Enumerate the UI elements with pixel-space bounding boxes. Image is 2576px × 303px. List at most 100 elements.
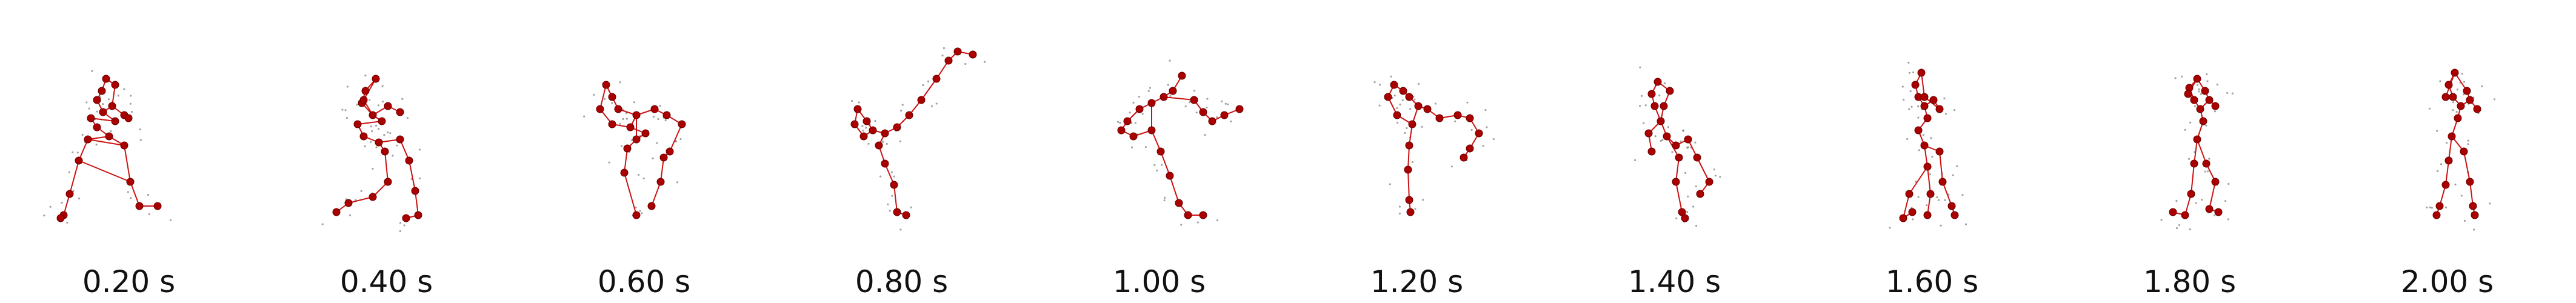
bone-segment [90, 118, 116, 122]
frame-time-label: 0.20 s [82, 264, 176, 299]
joint-point [932, 75, 941, 83]
ghost-point [2440, 163, 2442, 165]
bone-segment [1407, 169, 1410, 201]
joint-point [1675, 153, 1683, 162]
joint-point [626, 123, 635, 132]
joint-point [1929, 96, 1938, 104]
joint-point [2205, 205, 2214, 213]
ghost-point [2455, 111, 2458, 113]
ghost-point [1909, 90, 1912, 93]
joint-point [1129, 132, 1138, 141]
ghost-point [355, 199, 357, 201]
skeleton-joints [2432, 68, 2481, 219]
joint-point [881, 159, 889, 168]
joint-point [662, 111, 671, 119]
ghost-point [1692, 205, 1695, 208]
ghost-point [1906, 138, 1909, 141]
joint-point [666, 147, 674, 156]
ghost-point [1936, 196, 1938, 199]
bone-segment [363, 78, 376, 101]
ghost-point [72, 151, 74, 153]
joint-point [84, 135, 92, 144]
joint-point [405, 156, 413, 165]
joint-point [2205, 96, 2214, 104]
ghost-point [381, 101, 384, 103]
ghost-point [1944, 113, 1947, 115]
ghost-point [1937, 199, 1940, 201]
ghost-point [1917, 105, 1920, 108]
ghost-point [603, 98, 606, 100]
skeleton-figure [321, 75, 422, 233]
ghost-point [899, 228, 902, 231]
ghost-point [1164, 196, 1166, 199]
joint-point [126, 178, 135, 186]
joint-point [1923, 162, 1932, 171]
ghost-point [85, 101, 88, 104]
ghost-point [2454, 184, 2457, 186]
ghost-trace [851, 47, 986, 231]
ghost-point [1643, 122, 1645, 124]
joint-point [1166, 171, 1174, 180]
ghost-point [1189, 101, 1191, 104]
ghost-point [1667, 126, 1669, 128]
ghost-point [1660, 139, 1662, 142]
ghost-point [656, 142, 658, 144]
ghost-point [321, 223, 324, 225]
joint-point [411, 187, 419, 195]
joint-point [953, 47, 962, 56]
ghost-point [1953, 108, 1956, 112]
ghost-point [964, 62, 967, 65]
pose-frame: 1.00 s [1030, 0, 1288, 303]
bone-segment [357, 121, 382, 125]
ghost-point [2445, 142, 2448, 144]
ghost-point [1915, 181, 1917, 183]
joint-point [678, 120, 686, 128]
joint-point [596, 105, 604, 113]
ghost-point [910, 206, 912, 208]
ghost-point [2175, 227, 2178, 230]
frame-time-label: 0.80 s [855, 264, 949, 299]
joint-point [99, 108, 107, 116]
joint-point [1935, 105, 1944, 113]
ghost-point [1389, 183, 1391, 185]
joint-point [650, 105, 659, 113]
ghost-point [865, 127, 867, 129]
ghost-point [1373, 81, 1376, 84]
bone-segment [624, 148, 628, 173]
joint-point [98, 87, 106, 95]
ghost-trace [2160, 73, 2234, 230]
joint-point [2187, 190, 2195, 198]
ghost-point [2214, 110, 2217, 113]
frame-time-label: 2.00 s [2400, 264, 2494, 299]
pose-frame: 0.40 s [258, 0, 515, 303]
bone-segment [1407, 145, 1410, 170]
ghost-point [2429, 206, 2432, 208]
ghost-point [1664, 82, 1666, 85]
joint-point [614, 105, 622, 113]
joint-point [375, 138, 383, 147]
ghost-point [2200, 93, 2202, 95]
bone-segment [348, 196, 373, 204]
ghost-point [2231, 92, 2234, 95]
ghost-point [2463, 81, 2466, 83]
ghost-point [1695, 185, 1697, 188]
pose-frame: 0.80 s [773, 0, 1030, 303]
ghost-point [619, 81, 621, 84]
joint-point [620, 168, 629, 177]
joint-point [893, 208, 901, 216]
bone-segment [124, 145, 131, 182]
ghost-point [1454, 120, 1457, 122]
joint-point [1208, 117, 1216, 125]
ghost-point [1910, 105, 1913, 108]
ghost-point [381, 85, 384, 87]
ghost-point [1492, 138, 1495, 141]
ghost-point [78, 198, 81, 200]
ghost-point [1889, 227, 1891, 229]
ghost-point [403, 224, 405, 227]
ghost-point [1227, 103, 1229, 105]
ghost-point [1193, 90, 1196, 92]
ghost-point [639, 210, 641, 212]
bone-segment [2445, 160, 2449, 185]
joint-point [608, 120, 616, 128]
ghost-point [1390, 75, 1392, 78]
